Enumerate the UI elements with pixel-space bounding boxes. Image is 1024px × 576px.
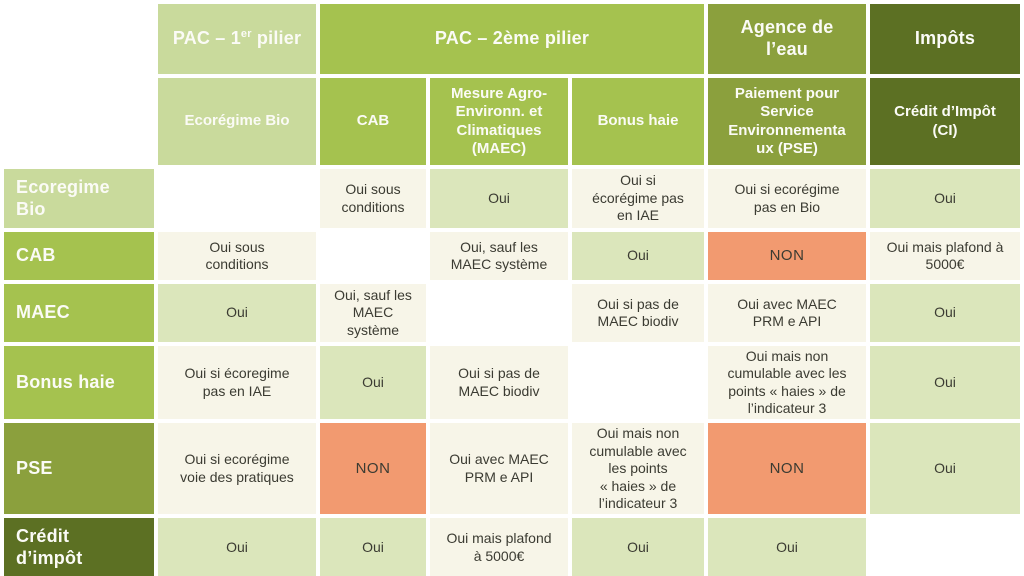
cell-ci-x-pse: Oui: [708, 518, 866, 576]
table-row-maec: MAEC Oui Oui, sauf les MAEC système Oui …: [4, 284, 1020, 342]
cell-pse-x-ecoregime: Oui si ecorégime voie des pratiques: [158, 423, 316, 515]
row-header-bonus-haie: Bonus haie: [4, 346, 154, 420]
col-header-bonus-haie: Bonus haie: [572, 78, 704, 165]
cell-maec-x-ci: Oui: [870, 284, 1020, 342]
col-header-ecoregime-bio: Ecorégime Bio: [158, 78, 316, 165]
cell-cab-x-ci: Oui mais plafond à 5000€: [870, 232, 1020, 280]
cell-maec-x-bonus-haie: Oui si pas de MAEC biodiv: [572, 284, 704, 342]
cell-cab-x-bonus-haie: Oui: [572, 232, 704, 280]
cell-maec-x-maec: [430, 284, 568, 342]
cell-ecoregime-x-pse: Oui si ecorégime pas en Bio: [708, 169, 866, 228]
cell-pse-x-maec: Oui avec MAEC PRM e API: [430, 423, 568, 515]
cell-cab-x-ecoregime: Oui sous conditions: [158, 232, 316, 280]
cell-ci-x-ci: [870, 518, 1020, 576]
row-header-pse: PSE: [4, 423, 154, 515]
cell-bonus-x-cab: Oui: [320, 346, 426, 420]
cell-ecoregime-x-ecoregime: [158, 169, 316, 228]
cell-maec-x-cab: Oui, sauf les MAEC système: [320, 284, 426, 342]
cell-cab-x-cab: [320, 232, 426, 280]
cell-bonus-x-ci: Oui: [870, 346, 1020, 420]
cell-pse-x-pse: NON: [708, 423, 866, 515]
row-header-credit-impot: Crédit d’impôt: [4, 518, 154, 576]
cell-bonus-x-ecoregime: Oui si écoregime pas en IAE: [158, 346, 316, 420]
cell-bonus-x-bonus-haie: [572, 346, 704, 420]
header-row-top: PAC – 1er pilier PAC – 2ème pilier Agenc…: [4, 4, 1020, 165]
col-header-credit-impot: Crédit d’Impôt (CI): [870, 78, 1020, 165]
pac1-prefix: PAC – 1: [172, 28, 241, 49]
table-row-credit-impot: Crédit d’impôt Oui Oui Oui mais plafond …: [4, 518, 1020, 576]
pac1-ordinal: er: [240, 28, 252, 41]
row-header-ecoregime-bio: Ecoregime Bio: [4, 169, 154, 228]
cell-bonus-x-maec: Oui si pas de MAEC biodiv: [430, 346, 568, 420]
table-row-ecoregime-bio: Ecoregime Bio Oui sous conditions Oui Ou…: [4, 169, 1020, 228]
cell-ci-x-cab: Oui: [320, 518, 426, 576]
col-header-cab: CAB: [320, 78, 426, 165]
cell-cab-x-pse: NON: [708, 232, 866, 280]
col-header-pse: Paiement pour Service Environnementa ux …: [708, 78, 866, 165]
corner-cell: [4, 4, 154, 165]
cell-pse-x-cab: NON: [320, 423, 426, 515]
cell-maec-x-ecoregime: Oui: [158, 284, 316, 342]
cell-ecoregime-x-cab: Oui sous conditions: [320, 169, 426, 228]
col-group-agence-de-leau: Agence de l’eau: [708, 4, 866, 74]
pac1-suffix: pilier: [251, 28, 302, 49]
header-row-sub: Ecorégime Bio CAB Mesure Agro- Environn.…: [4, 78, 1020, 165]
col-group-pac-1er-pilier: PAC – 1er pilier: [158, 4, 316, 74]
cell-ecoregime-x-ci: Oui: [870, 169, 1020, 228]
col-group-impots: Impôts: [870, 4, 1020, 74]
cell-ecoregime-x-maec: Oui: [430, 169, 568, 228]
table-row-pse: PSE Oui si ecorégime voie des pratiques …: [4, 423, 1020, 515]
cell-pse-x-bonus-haie: Oui mais non cumulable avec les points «…: [572, 423, 704, 515]
cell-ci-x-bonus-haie: Oui: [572, 518, 704, 576]
cell-ci-x-maec: Oui mais plafond à 5000€: [430, 518, 568, 576]
cell-pse-x-ci: Oui: [870, 423, 1020, 515]
cell-cab-x-maec: Oui, sauf les MAEC système: [430, 232, 568, 280]
table-row-cab: CAB Oui sous conditions Oui, sauf les MA…: [4, 232, 1020, 280]
cell-ecoregime-x-bonus-haie: Oui si écorégime pas en IAE: [572, 169, 704, 228]
cell-bonus-x-pse: Oui mais non cumulable avec les points «…: [708, 346, 866, 420]
cell-maec-x-pse: Oui avec MAEC PRM e API: [708, 284, 866, 342]
row-header-maec: MAEC: [4, 284, 154, 342]
table-row-bonus-haie: Bonus haie Oui si écoregime pas en IAE O…: [4, 346, 1020, 420]
cell-ci-x-ecoregime: Oui: [158, 518, 316, 576]
col-group-pac-2eme-pilier: PAC – 2ème pilier: [320, 4, 704, 74]
col-header-maec: Mesure Agro- Environn. et Climatiques (M…: [430, 78, 568, 165]
row-header-cab: CAB: [4, 232, 154, 280]
